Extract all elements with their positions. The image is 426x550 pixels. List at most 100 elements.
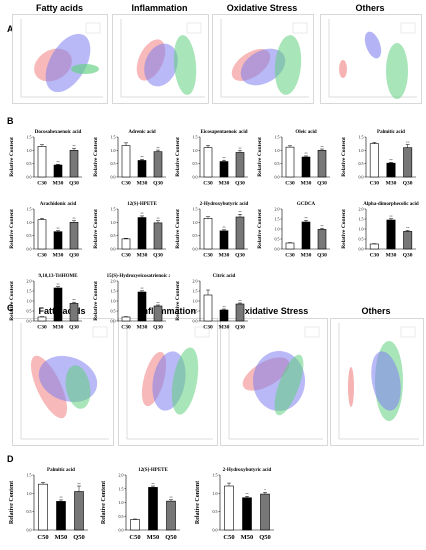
- pca-a-fatty-plot: [12, 14, 108, 104]
- x-tick-label: M30: [301, 253, 312, 259]
- y-axis-label: Relative Content: [9, 281, 15, 321]
- significance-label: **: [151, 482, 155, 486]
- bar: [369, 243, 379, 250]
- y-axis-label: Relative Content: [93, 209, 99, 249]
- bar-chart-epa: Eicosapentaenoic acid Relative Content 0.0…: [175, 130, 248, 187]
- x-tick-label: C30: [203, 181, 213, 187]
- y-tick-label: 1.0: [27, 148, 32, 153]
- significance-label: **: [140, 155, 144, 159]
- chart-title: 15(S)-Hydroxyeicosatrienoic acid: [107, 274, 170, 279]
- x-tick-label: C30: [285, 181, 295, 187]
- bar: [317, 229, 327, 250]
- pca-c-inflammation-svg: [126, 323, 213, 440]
- y-tick-label: 0.0: [27, 247, 32, 252]
- x-tick-label: Q30: [317, 181, 327, 187]
- chart-title: 2-Hydroxybutyric acid: [200, 202, 249, 207]
- significance-label: **: [238, 210, 242, 214]
- y-tick-label: 0.0: [193, 247, 198, 252]
- y-tick-label: 1.0: [27, 299, 32, 304]
- x-tick-label: Q50: [73, 534, 85, 541]
- y-tick-label: 0.5: [27, 309, 32, 314]
- x-tick-label: M50: [241, 534, 254, 541]
- y-tick-label: 2.0: [193, 279, 198, 284]
- x-tick-label: M30: [53, 253, 64, 259]
- bar: [56, 501, 66, 531]
- y-tick-label: 0.0: [193, 175, 198, 180]
- x-tick-label: Q30: [403, 181, 413, 187]
- significance-label: **: [406, 140, 410, 144]
- bar: [235, 152, 245, 178]
- bar: [69, 303, 79, 322]
- panel-label-b: B: [7, 116, 14, 126]
- bar-chart-2hb-30: 2-Hydroxybutyric acid Relative Content 0.0…: [175, 202, 249, 259]
- y-tick-label: 1.5: [359, 135, 364, 140]
- x-tick-label: Q30: [69, 325, 79, 331]
- significance-label: **: [222, 156, 226, 160]
- pca-c-title-inflammation: Inflammation: [139, 306, 196, 316]
- y-tick-label: 1.0: [275, 148, 280, 153]
- y-axis-label: Relative Content: [175, 209, 181, 249]
- significance-label: **: [156, 217, 160, 221]
- panel-label-c: C: [7, 303, 14, 313]
- x-tick-label: M30: [219, 253, 230, 259]
- bar: [386, 162, 396, 178]
- pca-a-oxidative-svg: [220, 19, 309, 98]
- y-tick-label: 0.5: [213, 509, 218, 514]
- y-tick-label: 1.0: [27, 491, 32, 496]
- pca-a-title-oxidative: Oxidative Stress: [226, 3, 298, 13]
- pca-a-others-svg: [328, 19, 417, 99]
- bar-chart-trihome: 9,10,13-TriHOME Relative Content 0.0 0.5 1.0…: [9, 274, 82, 331]
- bar: [301, 221, 311, 250]
- bar: [53, 231, 63, 250]
- significance-label: *: [264, 488, 266, 492]
- pca-c-inflammation-plot: [118, 318, 218, 446]
- bar-chart-adrenic: Adrenic acid Relative Content 0.0 0.5 1.0 1.5…: [93, 130, 166, 187]
- x-tick-label: M30: [137, 253, 148, 259]
- significance-label: **: [140, 212, 144, 216]
- panel-label-a: A: [7, 24, 14, 34]
- significance-label: **: [222, 226, 226, 230]
- bar-chart-15s-hete: 15(S)-Hydroxyeicosatrienoic acid Relative…: [93, 274, 170, 331]
- y-tick-label: 0.5: [27, 509, 32, 514]
- chart-title: GCDCA: [297, 202, 316, 207]
- y-tick-label: 0.0: [111, 175, 116, 180]
- y-tick-label: 1.5: [27, 135, 32, 140]
- pca-c-others-svg: [338, 323, 419, 440]
- x-tick-label: C30: [203, 325, 213, 331]
- pca-a-fatty-svg: [20, 19, 103, 98]
- x-tick-label: C50: [223, 534, 234, 541]
- y-tick-label: 0.0: [359, 247, 364, 252]
- y-tick-label: 1.0: [111, 220, 116, 225]
- significance-label: **: [156, 301, 160, 305]
- y-tick-label: 0.0: [213, 528, 218, 533]
- x-tick-label: Q50: [165, 534, 177, 541]
- significance-label: **: [304, 152, 308, 156]
- x-tick-label: Q30: [153, 325, 163, 331]
- significance-label: **: [406, 226, 410, 230]
- y-tick-label: 2.0: [359, 207, 364, 212]
- bar: [235, 303, 245, 322]
- y-tick-label: 0.5: [359, 237, 364, 242]
- y-axis-label: Relative Content: [341, 209, 347, 249]
- bar: [153, 305, 163, 322]
- x-tick-label: C30: [37, 181, 47, 187]
- bar-chart-alpha-dimorphecolic: Alpha-dimorphecolic acid Relative Content…: [341, 202, 419, 259]
- significance-label: **: [140, 287, 144, 291]
- significance-label: **: [72, 144, 76, 148]
- x-tick-label: C30: [370, 253, 380, 259]
- x-tick-label: M30: [219, 181, 230, 187]
- y-tick-label: 0.5: [193, 309, 198, 314]
- chart-title: 12(S)-HPETE: [127, 202, 157, 207]
- bar-chart-12s-hpete-50: 12(S)-HPETE Relative Content 0.0 0.5 1.0 1.5 2…: [101, 468, 180, 541]
- significance-label: **: [320, 224, 324, 228]
- bar-chart-dha: Docosahexaenoic acid Relative Content 0.0 0…: [9, 130, 82, 187]
- pca-c-title-oxidative: Oxidative Stress: [237, 306, 309, 316]
- y-axis-label: Relative Content: [93, 281, 99, 321]
- pca-c-oxidative-svg: [228, 323, 323, 440]
- y-tick-label: 0.0: [119, 528, 124, 533]
- y-tick-label: 0.5: [359, 161, 364, 166]
- significance-label: **: [77, 482, 81, 486]
- y-tick-label: 1.5: [275, 217, 280, 222]
- bar: [235, 216, 245, 250]
- y-tick-label: 0.5: [111, 161, 116, 166]
